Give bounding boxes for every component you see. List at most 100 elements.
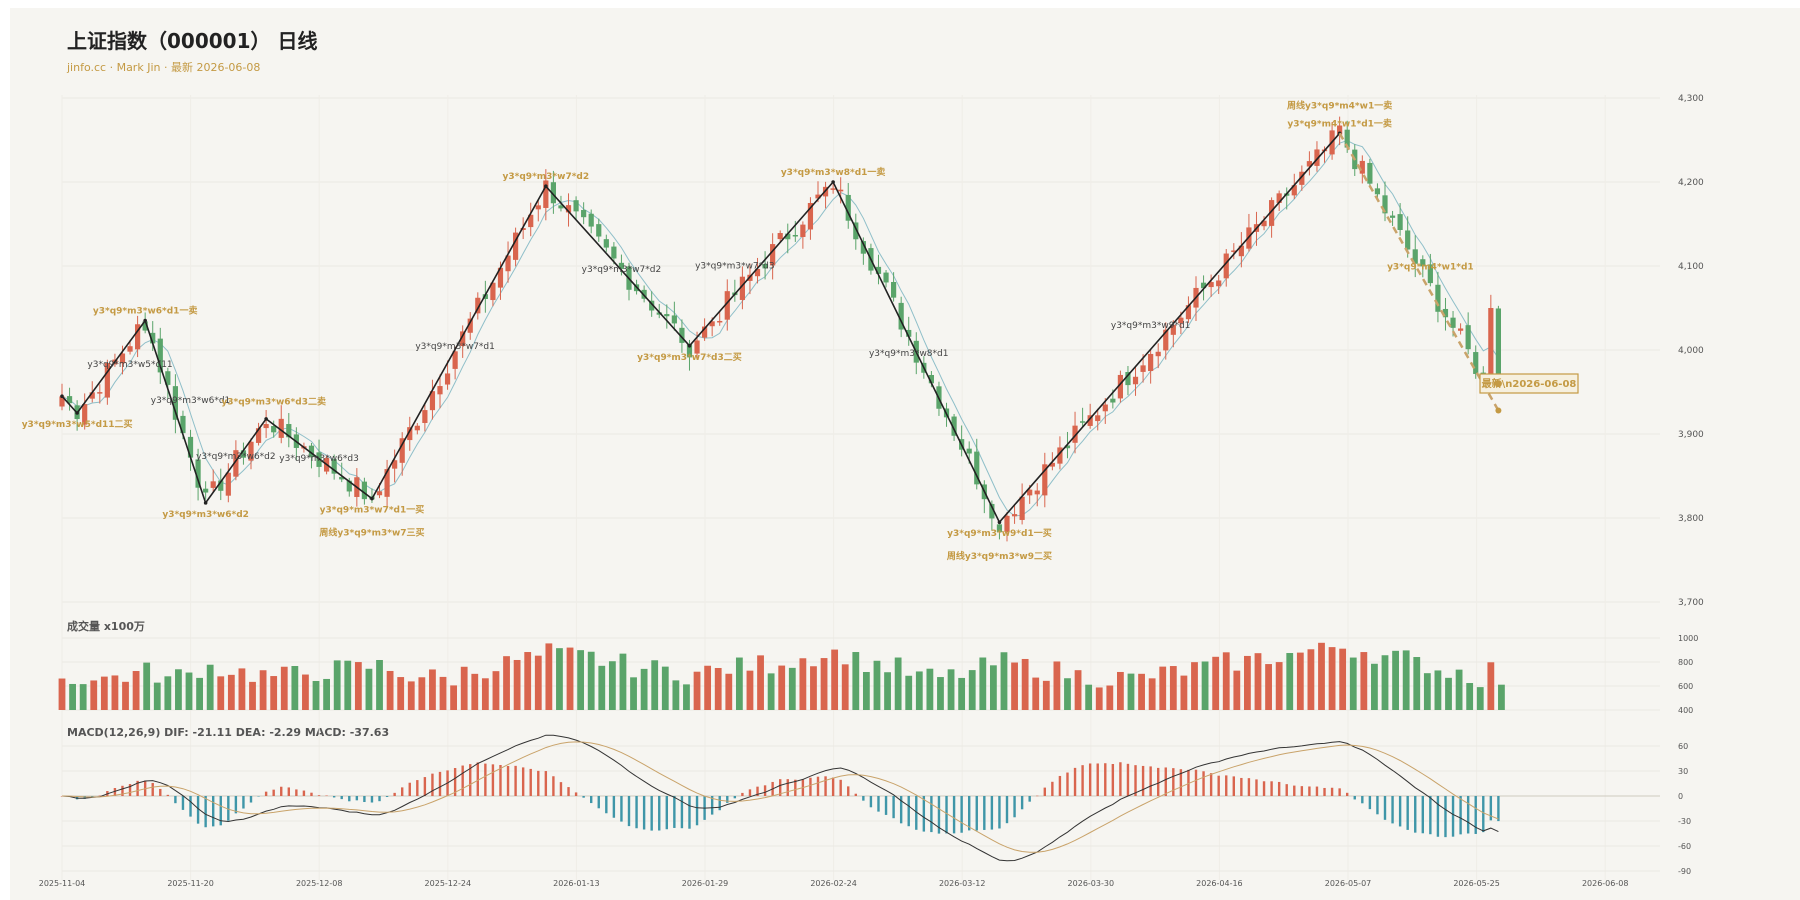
candle — [444, 360, 451, 390]
candle — [1019, 483, 1025, 525]
candle-body — [974, 451, 980, 485]
candle-body — [1367, 162, 1373, 184]
volume-tick-label: 600 — [1678, 682, 1693, 691]
candle — [263, 410, 269, 438]
candle — [437, 374, 443, 409]
candle — [883, 270, 889, 288]
candle — [664, 304, 670, 329]
candle-body — [1087, 415, 1093, 426]
date-tick-label: 2026-06-08 — [1582, 879, 1629, 888]
volume-bar — [513, 659, 521, 710]
candle — [429, 379, 436, 420]
candle — [460, 325, 466, 358]
candle-body — [1004, 515, 1010, 533]
macd-bar — [159, 788, 162, 796]
macd-bar — [166, 794, 170, 796]
candle — [996, 521, 1003, 540]
candle — [1314, 141, 1320, 172]
macd-bar — [922, 796, 926, 832]
candle-body — [815, 194, 821, 199]
candle — [195, 448, 201, 501]
candle-body — [830, 188, 836, 190]
candle-body — [407, 427, 413, 441]
volume-bar — [1307, 649, 1315, 710]
candle-body — [1276, 193, 1282, 203]
candle-body — [762, 263, 768, 269]
candle — [203, 481, 209, 500]
candle — [97, 384, 103, 404]
latest-label-box — [1479, 373, 1579, 394]
volume-bar — [1074, 670, 1082, 710]
volume-bar — [1254, 653, 1262, 710]
macd-bar — [567, 787, 570, 796]
chart-subtitle: jinfo.cc · Mark Jin · 最新 2026-06-08 — [67, 61, 261, 74]
macd-bar — [975, 796, 978, 831]
volume-bar — [1095, 687, 1103, 710]
candle — [150, 321, 156, 351]
macd-bar — [1081, 765, 1084, 796]
volume-bar — [947, 669, 955, 710]
candle-body — [989, 503, 995, 519]
volume-bar — [1423, 673, 1431, 710]
candle — [187, 429, 194, 471]
candle-body — [550, 182, 556, 204]
volume-bar — [630, 677, 637, 710]
macd-bar — [1262, 781, 1266, 796]
candle — [611, 242, 617, 265]
volume-bar — [365, 668, 373, 710]
candle — [762, 251, 768, 280]
candle — [1269, 197, 1275, 238]
candle-body — [860, 241, 866, 254]
macd-bar — [98, 795, 101, 797]
volume-bar — [450, 685, 458, 710]
volume-bar — [757, 655, 764, 710]
volume-bar — [1032, 677, 1040, 710]
candle-body — [581, 209, 587, 218]
candle-body — [384, 469, 390, 497]
candle — [724, 279, 730, 331]
volume-bar — [577, 650, 585, 710]
candle — [1382, 181, 1388, 222]
volume-bar — [1360, 652, 1368, 710]
pivot-annotation: y3*q9*m3*w9*d1一买 — [947, 528, 1052, 539]
candle-body — [777, 233, 783, 240]
macd-bar — [635, 796, 638, 829]
candle — [82, 393, 88, 430]
macd-bar — [1005, 796, 1009, 824]
candle-body — [656, 312, 662, 315]
macd-bar — [990, 796, 994, 830]
candle-body — [1095, 415, 1101, 422]
candle-body — [1442, 308, 1449, 318]
macd-bar — [1202, 771, 1205, 796]
candle — [1367, 158, 1373, 187]
candle — [467, 312, 473, 340]
volume-bar — [280, 666, 288, 710]
candle — [475, 292, 481, 320]
candle — [1170, 320, 1176, 348]
volume-bar — [132, 671, 140, 710]
macd-tick-label: 30 — [1678, 767, 1688, 776]
candle-body — [996, 524, 1003, 532]
macd-bar — [756, 786, 759, 796]
candle — [172, 374, 178, 434]
candle — [1246, 213, 1252, 252]
candle-body — [482, 294, 488, 300]
candle — [399, 432, 405, 476]
candle-body — [1208, 282, 1214, 288]
volume-bar — [841, 664, 849, 710]
macd-bar — [1444, 796, 1447, 838]
candle — [754, 257, 761, 284]
volume-bar — [1191, 662, 1198, 710]
candle-body — [240, 450, 247, 458]
price-tick-label: 4,100 — [1678, 262, 1704, 272]
candle-body — [1299, 171, 1305, 185]
pivot-annotation: y3*q9*m3*w6*d3二卖 — [221, 396, 326, 408]
macd-bar — [476, 762, 479, 796]
candle-body — [891, 281, 897, 298]
volume-bar — [915, 671, 923, 710]
volume-bar — [206, 664, 214, 710]
macd-bar — [1088, 763, 1092, 796]
candle — [1155, 343, 1161, 369]
volume-bar — [407, 681, 415, 710]
